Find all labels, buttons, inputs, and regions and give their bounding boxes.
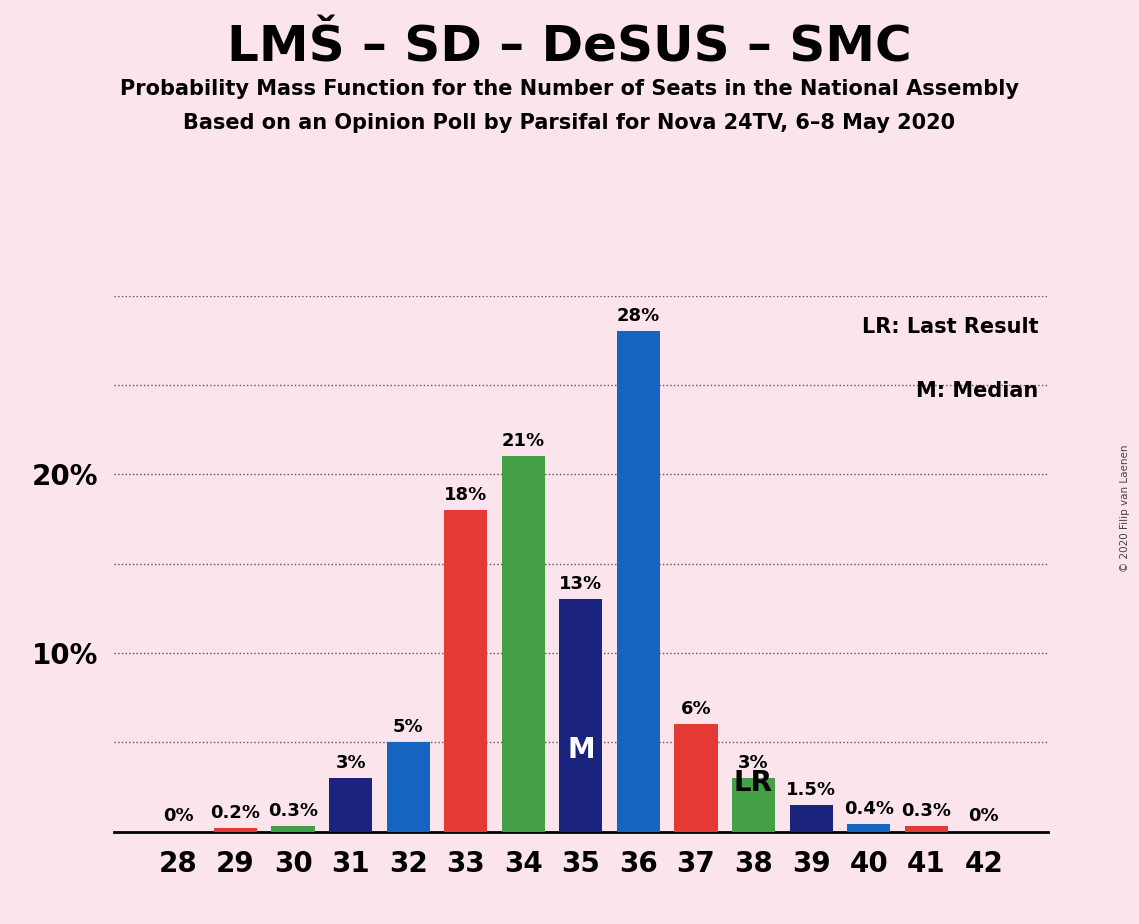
Text: M: M xyxy=(567,736,595,764)
Bar xyxy=(732,778,776,832)
Bar xyxy=(847,824,891,832)
Text: 18%: 18% xyxy=(444,486,487,504)
Bar xyxy=(904,826,948,832)
Text: LMŠ – SD – DeSUS – SMC: LMŠ – SD – DeSUS – SMC xyxy=(227,23,912,71)
Bar xyxy=(617,332,659,832)
Bar xyxy=(444,510,487,832)
Text: 5%: 5% xyxy=(393,718,424,736)
Text: 0.2%: 0.2% xyxy=(211,804,261,821)
Bar xyxy=(386,742,429,832)
Text: 13%: 13% xyxy=(559,575,603,593)
Bar xyxy=(789,805,833,832)
Text: M: Median: M: Median xyxy=(916,382,1039,401)
Text: 21%: 21% xyxy=(502,432,544,450)
Text: 6%: 6% xyxy=(681,700,712,718)
Bar xyxy=(502,456,544,832)
Text: LR: Last Result: LR: Last Result xyxy=(862,317,1039,337)
Bar xyxy=(271,826,314,832)
Text: LR: LR xyxy=(734,770,772,797)
Bar xyxy=(214,828,257,832)
Text: Based on an Opinion Poll by Parsifal for Nova 24TV, 6–8 May 2020: Based on an Opinion Poll by Parsifal for… xyxy=(183,113,956,133)
Text: 3%: 3% xyxy=(738,754,769,772)
Text: 28%: 28% xyxy=(617,307,661,325)
Text: 0.3%: 0.3% xyxy=(901,802,951,820)
Text: 0%: 0% xyxy=(968,808,999,825)
Text: 0.4%: 0.4% xyxy=(844,800,894,819)
Bar xyxy=(674,724,718,832)
Text: 0%: 0% xyxy=(163,808,194,825)
Bar xyxy=(559,600,603,832)
Text: © 2020 Filip van Laenen: © 2020 Filip van Laenen xyxy=(1120,444,1130,572)
Text: 0.3%: 0.3% xyxy=(268,802,318,820)
Text: Probability Mass Function for the Number of Seats in the National Assembly: Probability Mass Function for the Number… xyxy=(120,79,1019,99)
Text: 1.5%: 1.5% xyxy=(786,781,836,798)
Text: 3%: 3% xyxy=(335,754,366,772)
Bar xyxy=(329,778,372,832)
